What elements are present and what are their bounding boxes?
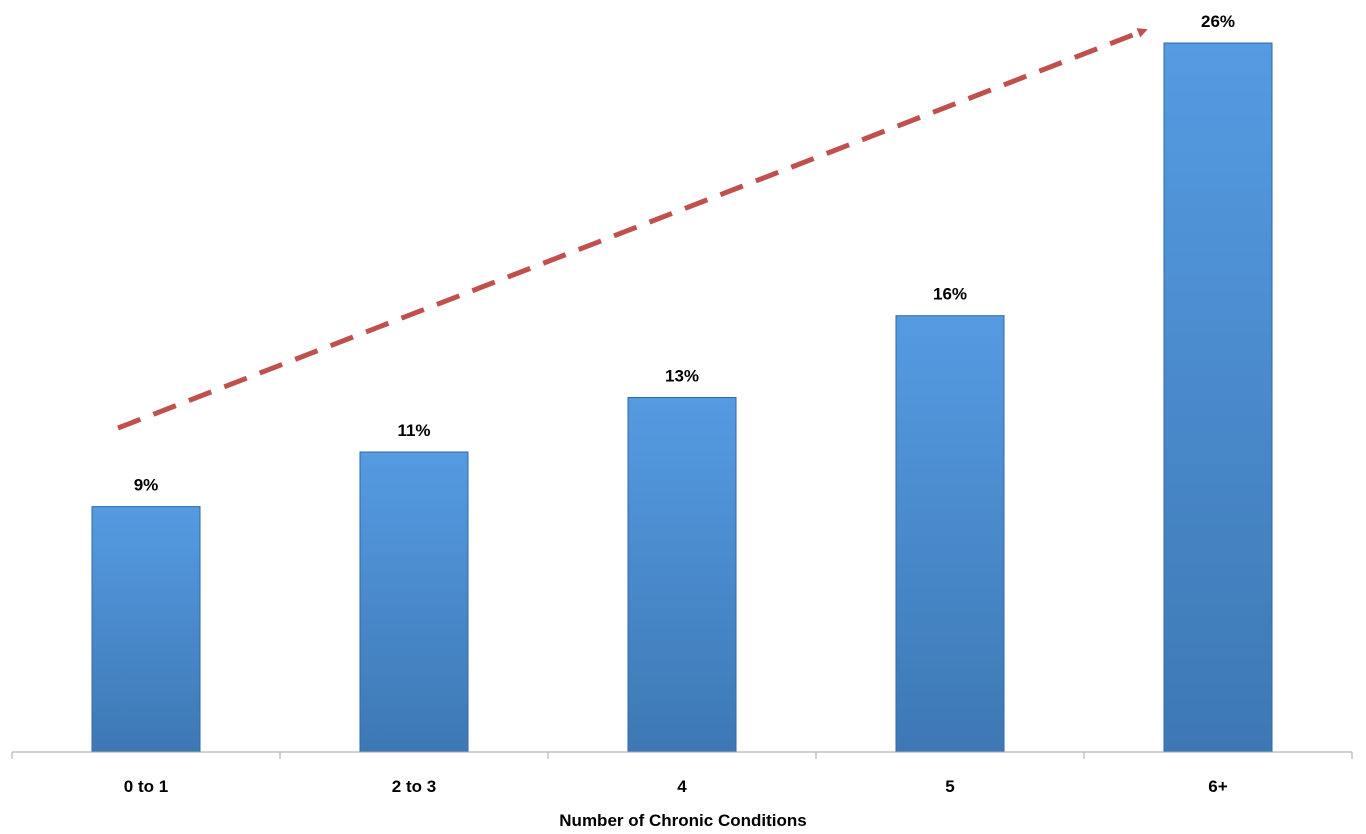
bar-4 bbox=[1163, 42, 1273, 753]
x-tick-label-2: 4 bbox=[677, 777, 687, 796]
x-axis: 0 to 1 2 to 3 4 5 6+ bbox=[11, 751, 1353, 796]
x-tick-label-0: 0 to 1 bbox=[124, 777, 168, 796]
data-label-1: 11% bbox=[397, 421, 430, 440]
x-tick-label-3: 5 bbox=[945, 777, 954, 796]
x-tick-label-1: 2 to 3 bbox=[392, 777, 436, 796]
data-labels-layer: 9% 11% 13% 16% 26% bbox=[134, 12, 1235, 495]
bar-3 bbox=[895, 315, 1005, 753]
trend-arrow bbox=[117, 28, 1148, 431]
data-label-2: 13% bbox=[665, 367, 699, 386]
trend-arrow-layer bbox=[117, 28, 1148, 431]
bar-2 bbox=[627, 397, 737, 753]
data-label-0: 9% bbox=[134, 476, 159, 495]
bar-1 bbox=[359, 451, 469, 753]
data-label-4: 26% bbox=[1201, 12, 1235, 31]
bars-layer bbox=[91, 42, 1273, 753]
bar-0 bbox=[91, 506, 201, 753]
data-label-3: 16% bbox=[933, 285, 967, 304]
x-tick-label-4: 6+ bbox=[1208, 777, 1227, 796]
x-axis-title: Number of Chronic Conditions bbox=[559, 811, 806, 830]
